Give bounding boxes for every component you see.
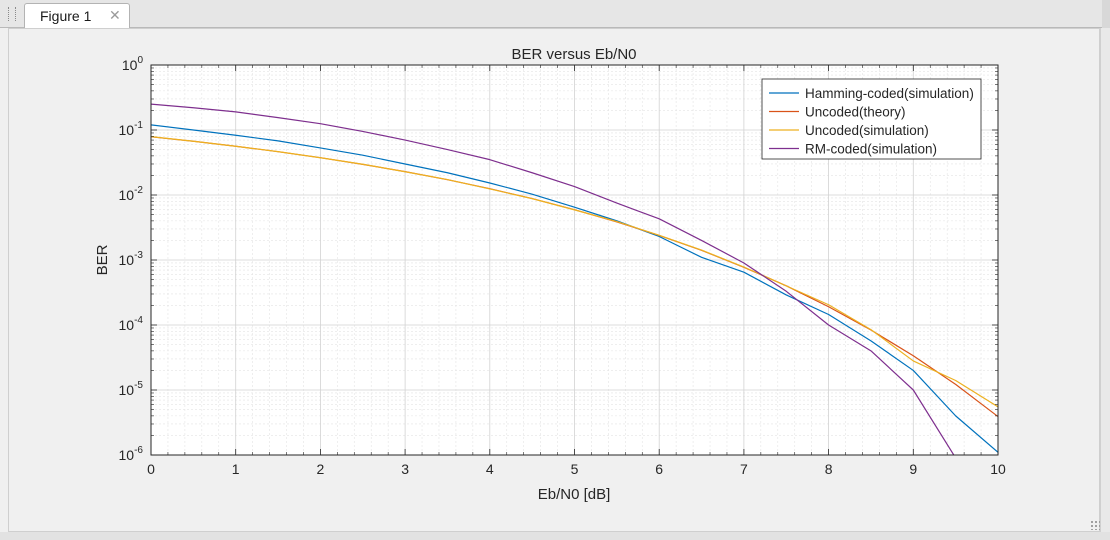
- legend[interactable]: Hamming-coded(simulation) Uncoded(theory)…: [761, 78, 982, 160]
- y-tick-label: 10-6: [119, 445, 144, 463]
- x-tick-label: 8: [825, 461, 833, 477]
- legend-label-3: Uncoded(simulation): [805, 123, 929, 138]
- y-tick-base: 10: [119, 382, 135, 398]
- legend-label-2: Uncoded(theory): [805, 105, 906, 120]
- y-tick-label: 10-4: [119, 315, 144, 333]
- x-tick-label: 3: [401, 461, 409, 477]
- series-line-4: [151, 103, 955, 455]
- ber-chart: 0 1 2 3 4 5 6 7 8 9 10 10010-110-210-310-410-510-6…: [94, 46, 1006, 503]
- y-tick-exponent: -5: [134, 380, 143, 391]
- y-tick-exponent: -3: [134, 250, 143, 261]
- y-tick-base: 10: [119, 122, 135, 138]
- tab-figure-1[interactable]: Figure 1 ✕: [24, 3, 130, 29]
- figure-canvas: 0 1 2 3 4 5 6 7 8 9 10 100 10-1 10-2 10-3 10-4 10-5 10-6…: [8, 28, 1100, 532]
- y-tick-label: 10-1: [119, 120, 144, 138]
- x-tick-label: 1: [232, 461, 240, 477]
- x-tick-label: 10: [990, 461, 1006, 477]
- legend-label-1: Hamming-coded(simulation): [805, 86, 974, 101]
- tick-marks: [150, 64, 999, 456]
- y-tick-label: 10-2: [119, 185, 144, 203]
- legend-label-4: RM-coded(simulation): [805, 142, 937, 157]
- series-layer: [151, 103, 998, 455]
- x-tick-label: 4: [486, 461, 494, 477]
- toolbar-edge: [1102, 0, 1110, 28]
- vertical-scrollbar[interactable]: [1100, 28, 1110, 540]
- series-line-3: [151, 136, 998, 408]
- y-tick-base: 10: [119, 447, 135, 463]
- resize-grip-icon[interactable]: [1090, 520, 1100, 530]
- x-tick-label: 0: [147, 461, 155, 477]
- close-icon[interactable]: ✕: [109, 7, 121, 23]
- series-line-1: [151, 124, 998, 453]
- legend-box: [761, 78, 982, 160]
- x-tick-label: 5: [571, 461, 579, 477]
- y-tick-base: 10: [119, 187, 135, 203]
- x-tick-label: 7: [740, 461, 748, 477]
- y-tick-label: 10-5: [119, 380, 144, 398]
- y-tick-label: 10-3: [119, 250, 144, 268]
- x-tick-label: 6: [655, 461, 663, 477]
- y-tick-exponent: -2: [134, 185, 143, 196]
- x-axis-label: Eb/N0 [dB]: [538, 486, 611, 503]
- y-axis-label: BER: [94, 244, 111, 275]
- y-tick-base: 10: [122, 57, 138, 73]
- tab-label: Figure 1: [40, 8, 92, 24]
- y-tick-label: 100: [122, 55, 144, 73]
- y-tick-exponent: -6: [134, 445, 143, 456]
- drag-grip-icon[interactable]: [8, 7, 16, 21]
- y-tick-exponent: -4: [134, 315, 143, 326]
- x-tick-labels: 0 1 2 3 4 5 6 7 8 9 10: [147, 461, 1006, 477]
- chart-title: BER versus Eb/N0: [511, 46, 636, 63]
- y-tick-exponent: -1: [134, 120, 143, 131]
- status-strip: [0, 532, 1110, 540]
- y-tick-exponent: 0: [137, 55, 143, 66]
- x-tick-label: 9: [909, 461, 917, 477]
- y-tick-base: 10: [119, 317, 135, 333]
- x-tick-label: 2: [317, 461, 325, 477]
- y-tick-base: 10: [119, 252, 135, 268]
- figure-tab-strip: Figure 1 ✕: [0, 0, 1110, 29]
